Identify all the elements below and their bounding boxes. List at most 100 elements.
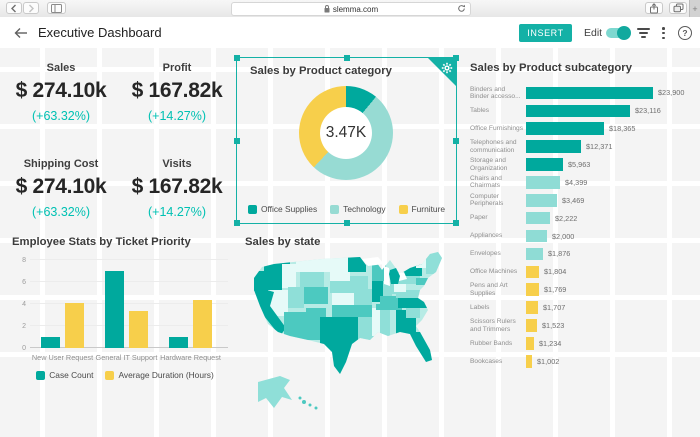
us-choropleth-map[interactable] bbox=[238, 250, 460, 428]
bar-value-label: $18,365 bbox=[609, 124, 636, 134]
employee-bar[interactable] bbox=[41, 337, 60, 348]
refresh-button[interactable] bbox=[457, 4, 466, 15]
chart-title: Sales by Product subcategory bbox=[470, 62, 632, 74]
state-hawaii[interactable] bbox=[298, 396, 318, 410]
new-tab-button[interactable]: + bbox=[689, 0, 700, 17]
bar-category-label: Office Furnishings bbox=[470, 125, 524, 133]
bar-category-label: Storage and Organization bbox=[470, 157, 508, 172]
selection-handle[interactable] bbox=[453, 137, 459, 144]
chevron-right-icon bbox=[29, 4, 34, 12]
bar-value-label: $1,769 bbox=[544, 285, 567, 295]
subcategory-row: Storage and Organization $5,963 bbox=[466, 156, 700, 174]
subcategory-bar[interactable] bbox=[526, 229, 547, 243]
kpi-change: (+63.32%) bbox=[31, 205, 91, 219]
more-menu-button[interactable] bbox=[662, 27, 665, 40]
legend-item[interactable]: Technology bbox=[330, 204, 386, 214]
subcategory-bar[interactable] bbox=[526, 176, 560, 189]
subcategory-bar[interactable] bbox=[526, 247, 543, 261]
browser-back-button[interactable] bbox=[6, 2, 22, 14]
x-axis-label: General IT Support bbox=[95, 353, 158, 362]
subcategory-bar[interactable] bbox=[526, 194, 557, 207]
subcategory-row: Paper $2,222 bbox=[466, 209, 700, 227]
dashboard-header: Executive Dashboard INSERT Edit ? bbox=[0, 17, 700, 49]
bar-value-label: $1,523 bbox=[542, 321, 565, 331]
subcategory-bar[interactable] bbox=[526, 283, 539, 296]
bar-value-label: $23,900 bbox=[658, 88, 685, 98]
donut-ring[interactable]: 3.47K bbox=[299, 86, 393, 180]
subcategory-bar[interactable] bbox=[526, 319, 537, 332]
edit-toggle[interactable] bbox=[606, 26, 631, 40]
bar-category-label: Scissors Rulers and Trimmers bbox=[470, 318, 516, 333]
subcategory-row: Telephones and communication $12,371 bbox=[466, 138, 700, 156]
filter-button[interactable] bbox=[637, 28, 650, 39]
selection-handle[interactable] bbox=[343, 55, 350, 61]
legend-item[interactable]: Case Count bbox=[36, 370, 93, 380]
employee-bar[interactable] bbox=[65, 302, 84, 348]
address-bar[interactable]: slemma.com bbox=[231, 2, 471, 16]
legend-item[interactable]: Average Duration (Hours) bbox=[105, 370, 214, 380]
subcategory-row: Labels $1,707 bbox=[466, 299, 700, 317]
y-axis-tick: 8 bbox=[22, 257, 26, 264]
subcategory-bar[interactable] bbox=[526, 140, 581, 153]
kpi-title: Sales bbox=[46, 62, 76, 74]
subcategory-bar[interactable] bbox=[526, 337, 534, 350]
plus-icon: + bbox=[692, 3, 698, 14]
state-alaska[interactable] bbox=[258, 376, 292, 408]
chart-title: Sales by Product category bbox=[250, 65, 392, 77]
subcategory-bar[interactable] bbox=[526, 104, 630, 118]
selection-handle[interactable] bbox=[343, 220, 350, 226]
state-patches[interactable] bbox=[250, 252, 442, 374]
state-michigan[interactable] bbox=[389, 268, 400, 284]
kpi-widget-sales[interactable]: Sales $ 274.10k (+63.32%) bbox=[13, 62, 109, 123]
kpi-value: $ 274.10k bbox=[15, 175, 107, 198]
tab-overview-button[interactable] bbox=[669, 2, 687, 14]
employee-bar[interactable] bbox=[193, 299, 212, 348]
kpi-value: $ 274.10k bbox=[15, 79, 107, 102]
back-button[interactable] bbox=[14, 26, 28, 44]
subcategory-row: Tables $23,116 bbox=[466, 102, 700, 120]
share-button[interactable] bbox=[645, 2, 663, 14]
gear-icon[interactable] bbox=[441, 61, 453, 79]
map-widget[interactable]: Sales by state bbox=[238, 234, 460, 434]
bar-category-label: Labels bbox=[470, 303, 490, 311]
kpi-widget-profit[interactable]: Profit $ 167.82k (+14.27%) bbox=[129, 62, 225, 123]
employee-stats-widget[interactable]: Employee Stats by Ticket Priority 0 2 4 6 8 N… bbox=[0, 234, 232, 436]
kpi-change: (+14.27%) bbox=[147, 205, 207, 219]
widget-settings-corner[interactable] bbox=[428, 58, 456, 86]
subcategory-bar[interactable] bbox=[526, 211, 550, 225]
donut-chart-widget[interactable]: Sales by Product category 3.47K Office S… bbox=[234, 55, 459, 226]
url-text: slemma.com bbox=[332, 4, 379, 14]
legend-item[interactable]: Office Supplies bbox=[247, 204, 318, 214]
kpi-widget-shipping-cost[interactable]: Shipping Cost $ 274.10k (+63.32%) bbox=[13, 158, 109, 219]
y-axis-tick: 4 bbox=[22, 301, 26, 308]
bar-category-label: Pens and Art Supplies bbox=[470, 282, 508, 297]
kpi-title: Shipping Cost bbox=[23, 158, 99, 170]
bar-value-label: $3,469 bbox=[562, 195, 585, 205]
selection-handle[interactable] bbox=[234, 220, 240, 226]
selection-handle[interactable] bbox=[453, 220, 459, 226]
legend-swatch bbox=[105, 370, 115, 380]
subcategory-row: Office Furnishings $18,365 bbox=[466, 120, 700, 138]
legend-item[interactable]: Furniture bbox=[398, 204, 445, 214]
y-axis-tick: 0 bbox=[22, 345, 26, 352]
subcategory-bar[interactable] bbox=[526, 355, 532, 368]
insert-button[interactable]: INSERT bbox=[519, 24, 572, 42]
subcategory-bar-widget[interactable]: Sales by Product subcategory Binders and… bbox=[466, 62, 700, 422]
employee-bar[interactable] bbox=[129, 310, 148, 348]
subcategory-bar[interactable] bbox=[526, 158, 563, 171]
selection-handle[interactable] bbox=[234, 137, 240, 144]
subcategory-bar[interactable] bbox=[526, 265, 539, 279]
browser-forward-button[interactable] bbox=[23, 2, 39, 14]
employee-bar[interactable] bbox=[169, 337, 188, 348]
help-button[interactable]: ? bbox=[678, 26, 692, 40]
kpi-widget-visits[interactable]: Visits $ 167.82k (+14.27%) bbox=[129, 158, 225, 219]
subcategory-row: Appliances $2,000 bbox=[466, 227, 700, 245]
sidebar-toggle-button[interactable] bbox=[47, 2, 66, 14]
employee-bar[interactable] bbox=[105, 271, 124, 348]
legend-label: Office Supplies bbox=[260, 204, 318, 214]
subcategory-bar[interactable] bbox=[526, 86, 653, 100]
subcategory-bar[interactable] bbox=[526, 301, 538, 314]
selection-handle[interactable] bbox=[234, 55, 240, 61]
subcategory-bar[interactable] bbox=[526, 122, 604, 135]
selection-handle[interactable] bbox=[453, 55, 459, 61]
